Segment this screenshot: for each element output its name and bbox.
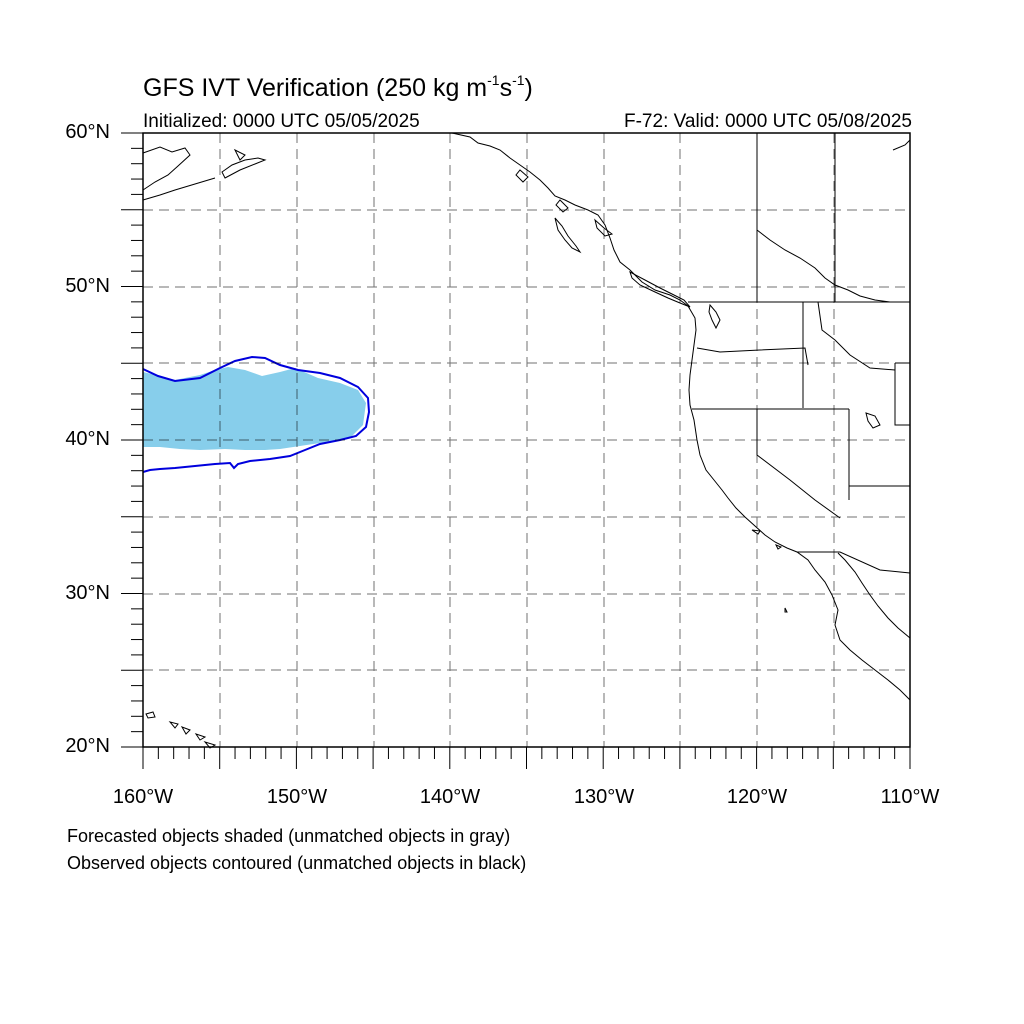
lon-label-150w: 150°W [266,786,328,808]
coastlines [142,132,911,749]
lon-label-120w: 120°W [726,786,788,808]
observed-note: Observed objects contoured (unmatched ob… [67,853,527,873]
forecast-object [143,367,366,450]
map-title: GFS IVT Verification (250 kg m-1s-1) [143,72,533,102]
lat-label-30n: 30°N [65,582,110,604]
valid-time-label: F-72: Valid: 0000 UTC 05/08/2025 [624,111,912,132]
lat-label-50n: 50°N [65,275,110,297]
lon-label-110w: 110°W [880,786,940,808]
lon-label-130w: 130°W [573,786,635,808]
graticule [143,133,910,747]
lat-label-40n: 40°N [65,428,110,450]
lon-label-160w: 160°W [112,786,174,808]
political-boundaries [688,133,911,574]
lat-label-60n: 60°N [65,121,110,143]
axis-ticks [121,132,911,769]
forecast-note: Forecasted objects shaded (unmatched obj… [67,826,511,846]
initialized-label: Initialized: 0000 UTC 05/05/2025 [143,111,420,132]
lon-label-140w: 140°W [419,786,481,808]
observed-object-contour [142,355,371,473]
lat-label-20n: 20°N [65,735,110,757]
